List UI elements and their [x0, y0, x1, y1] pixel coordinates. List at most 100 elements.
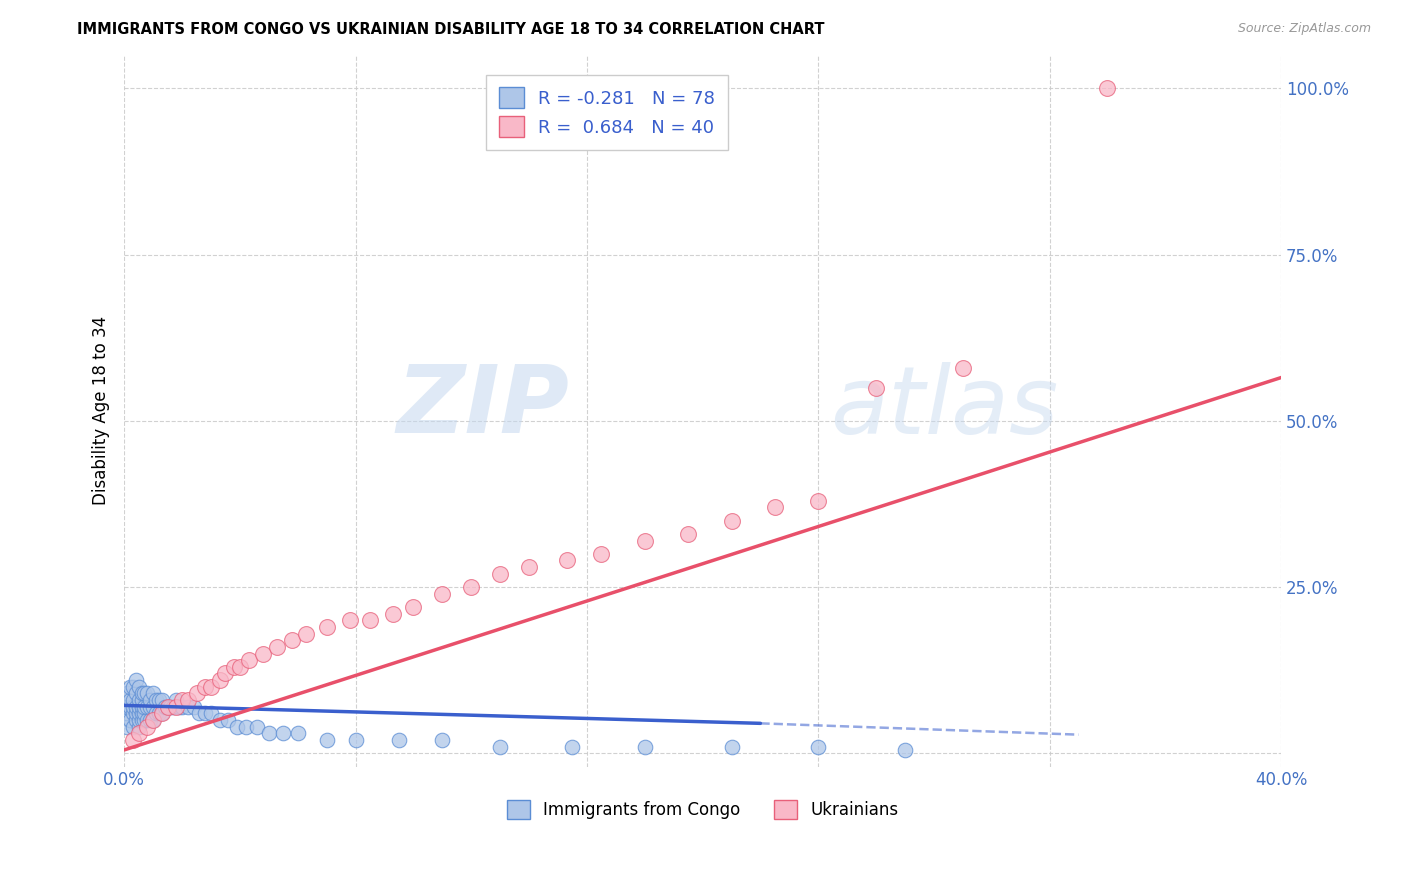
Point — [460, 580, 482, 594]
Point — [142, 713, 165, 727]
Point — [150, 706, 173, 721]
Point — [118, 699, 141, 714]
Point — [200, 680, 222, 694]
Point — [115, 706, 138, 721]
Text: IMMIGRANTS FROM CONGO VS UKRAINIAN DISABILITY AGE 18 TO 34 CORRELATION CHART: IMMIGRANTS FROM CONGO VS UKRAINIAN DISAB… — [77, 22, 825, 37]
Point — [432, 733, 454, 747]
Point — [131, 686, 153, 700]
Point — [128, 699, 150, 714]
Point — [122, 699, 145, 714]
Point — [186, 686, 208, 700]
Point — [150, 706, 173, 721]
Point — [122, 720, 145, 734]
Point — [238, 653, 260, 667]
Point — [134, 706, 156, 721]
Point — [125, 713, 148, 727]
Point — [136, 713, 159, 727]
Point — [170, 699, 193, 714]
Point — [517, 560, 540, 574]
Point — [402, 599, 425, 614]
Point — [226, 720, 249, 734]
Point — [122, 693, 145, 707]
Point — [142, 686, 165, 700]
Point — [142, 713, 165, 727]
Point — [676, 526, 699, 541]
Point — [214, 666, 236, 681]
Point — [145, 706, 167, 721]
Point — [128, 713, 150, 727]
Point — [128, 680, 150, 694]
Point — [118, 680, 141, 694]
Point — [257, 726, 280, 740]
Point — [865, 381, 887, 395]
Point — [194, 680, 217, 694]
Point — [148, 693, 170, 707]
Point — [591, 547, 613, 561]
Point — [128, 726, 150, 740]
Point — [235, 720, 257, 734]
Point — [125, 673, 148, 687]
Text: atlas: atlas — [830, 362, 1059, 453]
Point — [128, 693, 150, 707]
Point — [159, 699, 181, 714]
Point — [382, 607, 405, 621]
Point — [167, 699, 190, 714]
Point — [200, 706, 222, 721]
Point — [115, 699, 138, 714]
Point — [432, 587, 454, 601]
Point — [295, 626, 318, 640]
Point — [388, 733, 411, 747]
Text: ZIP: ZIP — [396, 361, 569, 453]
Point — [252, 647, 274, 661]
Point — [162, 699, 184, 714]
Point — [177, 699, 200, 714]
Point — [894, 743, 917, 757]
Point — [359, 613, 381, 627]
Point — [287, 726, 309, 740]
Point — [561, 739, 583, 754]
Point — [139, 713, 162, 727]
Point — [807, 739, 830, 754]
Point — [128, 720, 150, 734]
Point — [122, 706, 145, 721]
Point — [131, 713, 153, 727]
Point — [131, 706, 153, 721]
Point — [952, 360, 974, 375]
Point — [148, 706, 170, 721]
Point — [125, 699, 148, 714]
Point — [188, 706, 211, 721]
Y-axis label: Disability Age 18 to 34: Disability Age 18 to 34 — [93, 317, 110, 506]
Point — [634, 739, 657, 754]
Point — [142, 699, 165, 714]
Point — [271, 726, 294, 740]
Point — [281, 633, 304, 648]
Point — [139, 699, 162, 714]
Point — [720, 739, 742, 754]
Point — [229, 660, 252, 674]
Point — [139, 693, 162, 707]
Point — [183, 699, 205, 714]
Point — [208, 673, 231, 687]
Point — [1097, 81, 1119, 95]
Point — [763, 500, 786, 515]
Point — [315, 733, 337, 747]
Point — [170, 693, 193, 707]
Point — [136, 699, 159, 714]
Point — [194, 706, 217, 721]
Point — [134, 713, 156, 727]
Point — [224, 660, 246, 674]
Point — [156, 699, 179, 714]
Point — [217, 713, 239, 727]
Point — [134, 699, 156, 714]
Point — [208, 713, 231, 727]
Point — [489, 739, 512, 754]
Point — [136, 686, 159, 700]
Point — [339, 613, 361, 627]
Point — [153, 699, 176, 714]
Point — [115, 686, 138, 700]
Point — [118, 693, 141, 707]
Point — [266, 640, 288, 654]
Point — [720, 514, 742, 528]
Point — [555, 553, 578, 567]
Point — [131, 693, 153, 707]
